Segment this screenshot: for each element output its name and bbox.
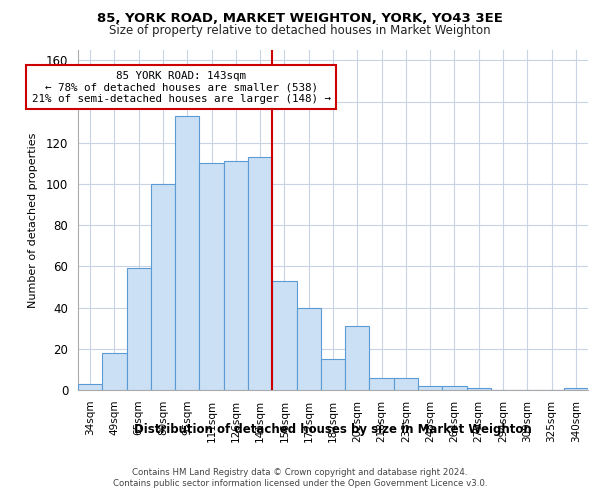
Bar (127, 268, 151, 390)
Bar (345, 326, 370, 390)
Bar (199, 164, 224, 390)
Bar (78, 384, 102, 390)
Bar (442, 386, 467, 390)
Y-axis label: Number of detached properties: Number of detached properties (28, 132, 38, 308)
Bar (151, 184, 175, 390)
Bar (394, 378, 418, 390)
Bar (564, 388, 588, 390)
Bar (467, 388, 491, 390)
Text: 85, YORK ROAD, MARKET WEIGHTON, YORK, YO43 3EE: 85, YORK ROAD, MARKET WEIGHTON, YORK, YO… (97, 12, 503, 26)
Bar (248, 157, 272, 390)
Bar (321, 359, 345, 390)
Bar (370, 378, 394, 390)
Text: Contains HM Land Registry data © Crown copyright and database right 2024.
Contai: Contains HM Land Registry data © Crown c… (113, 468, 487, 487)
Bar (224, 162, 248, 390)
Text: 85 YORK ROAD: 143sqm
← 78% of detached houses are smaller (538)
21% of semi-deta: 85 YORK ROAD: 143sqm ← 78% of detached h… (32, 70, 331, 104)
Bar (296, 308, 321, 390)
Text: Size of property relative to detached houses in Market Weighton: Size of property relative to detached ho… (109, 24, 491, 37)
Text: Distribution of detached houses by size in Market Weighton: Distribution of detached houses by size … (134, 422, 532, 436)
Bar (272, 281, 296, 390)
Bar (175, 116, 199, 390)
Bar (418, 386, 442, 390)
Bar (102, 353, 127, 390)
